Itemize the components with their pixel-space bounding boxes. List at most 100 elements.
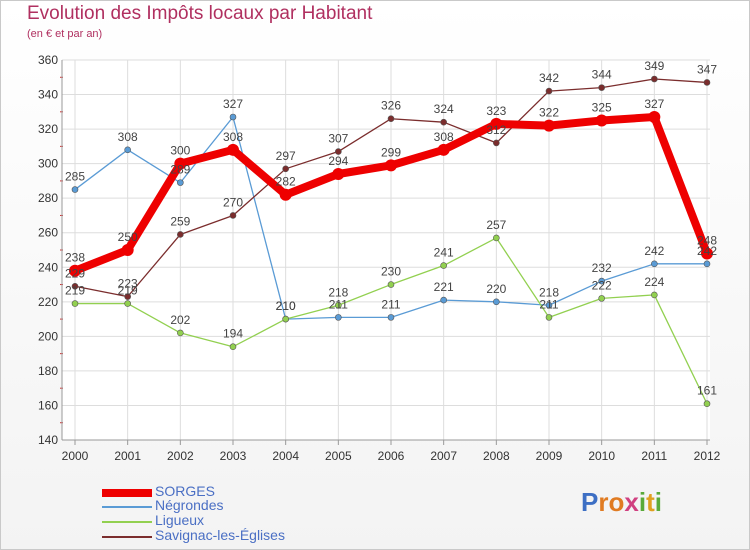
data-label: 342 [539,71,559,85]
data-point [335,314,342,321]
data-point [71,186,79,193]
data-label: 294 [328,154,348,168]
data-point [545,301,553,309]
data-point [385,159,397,172]
legend-swatch [102,536,152,538]
y-tick-label: 220 [38,295,58,309]
x-tick-label: 2004 [272,449,299,463]
data-label: 327 [644,97,664,111]
data-point [598,277,605,285]
data-point [703,260,711,268]
data-label: 257 [486,218,506,232]
data-label: 326 [381,99,401,113]
data-point [124,300,131,307]
logo-letter: x [624,487,639,517]
data-point [490,117,503,130]
data-label: 232 [592,261,612,275]
data-label: 222 [592,278,612,292]
data-point [440,262,447,269]
data-label: 308 [118,130,138,144]
data-label: 211 [381,297,400,311]
data-label: 218 [539,285,559,299]
data-label: 210 [276,299,296,313]
data-label: 297 [276,149,296,163]
data-label: 238 [65,251,85,265]
x-tick-label: 2007 [430,449,457,463]
data-label: 327 [223,97,243,111]
x-tick-label: 2011 [641,449,667,463]
data-point [174,157,187,170]
legend-label: SORGES [155,483,215,499]
data-point [440,296,447,304]
data-label: 219 [118,284,138,298]
data-point [227,143,239,156]
data-label: 248 [697,233,717,247]
data-point [229,212,237,219]
x-tick-label: 2002 [167,449,194,463]
logo-letter: i [654,487,662,517]
data-label: 161 [697,384,717,398]
data-point [598,295,605,302]
data-point [651,75,658,83]
data-label: 349 [644,59,664,73]
data-point [124,293,131,300]
data-point [437,143,450,156]
x-tick-label: 2003 [220,449,247,463]
data-point [387,115,395,123]
data-label: 241 [434,246,454,260]
data-label: 211 [539,297,558,311]
data-point [177,179,184,186]
data-point [701,247,713,260]
data-label: 299 [381,145,401,159]
data-point [332,168,345,180]
data-point [545,314,553,321]
data-label: 308 [434,130,454,144]
data-label: 229 [65,266,85,280]
y-tick-label: 180 [38,364,58,378]
legend-label: Négrondes [155,497,224,513]
y-tick-label: 300 [38,157,58,171]
data-label: 221 [434,280,454,294]
data-point [651,260,658,268]
data-point [71,282,79,290]
data-label: 312 [486,123,506,137]
legend-swatch [102,489,152,497]
legend-label: Savignac-les-Églises [155,527,285,543]
data-point [703,400,711,408]
data-label: 322 [539,106,559,120]
x-tick-label: 2001 [114,449,141,463]
logo-letter: t [646,487,655,517]
data-point [121,244,134,256]
data-point [279,188,292,201]
data-point [440,118,447,126]
x-tick-label: 2012 [694,449,721,463]
data-label: 324 [434,102,454,116]
data-label: 308 [223,130,243,144]
data-point [703,79,711,86]
data-label: 223 [118,277,138,291]
y-tick-label: 360 [38,53,58,67]
data-point [282,165,289,173]
chart-title: Evolution des Impôts locaux par Habitant [27,3,373,24]
y-tick-label: 200 [38,329,58,343]
data-label: 224 [644,275,664,289]
data-label: 270 [223,195,243,209]
y-tick-label: 320 [38,122,58,136]
data-label: 347 [697,62,717,76]
legend-label: Ligueux [155,512,205,528]
data-label: 194 [223,327,243,341]
data-label: 323 [486,104,506,118]
data-point [598,84,605,91]
y-tick-label: 260 [38,226,58,240]
chart-subtitle: (en € et par an) [27,28,103,40]
data-label: 211 [329,297,348,311]
logo-letter: P [581,487,599,517]
data-label: 282 [276,175,296,189]
data-label: 219 [65,284,85,298]
data-point [493,139,500,147]
data-label: 218 [328,285,348,299]
data-point [543,119,555,132]
y-tick-label: 340 [38,88,58,102]
data-point [595,114,608,127]
